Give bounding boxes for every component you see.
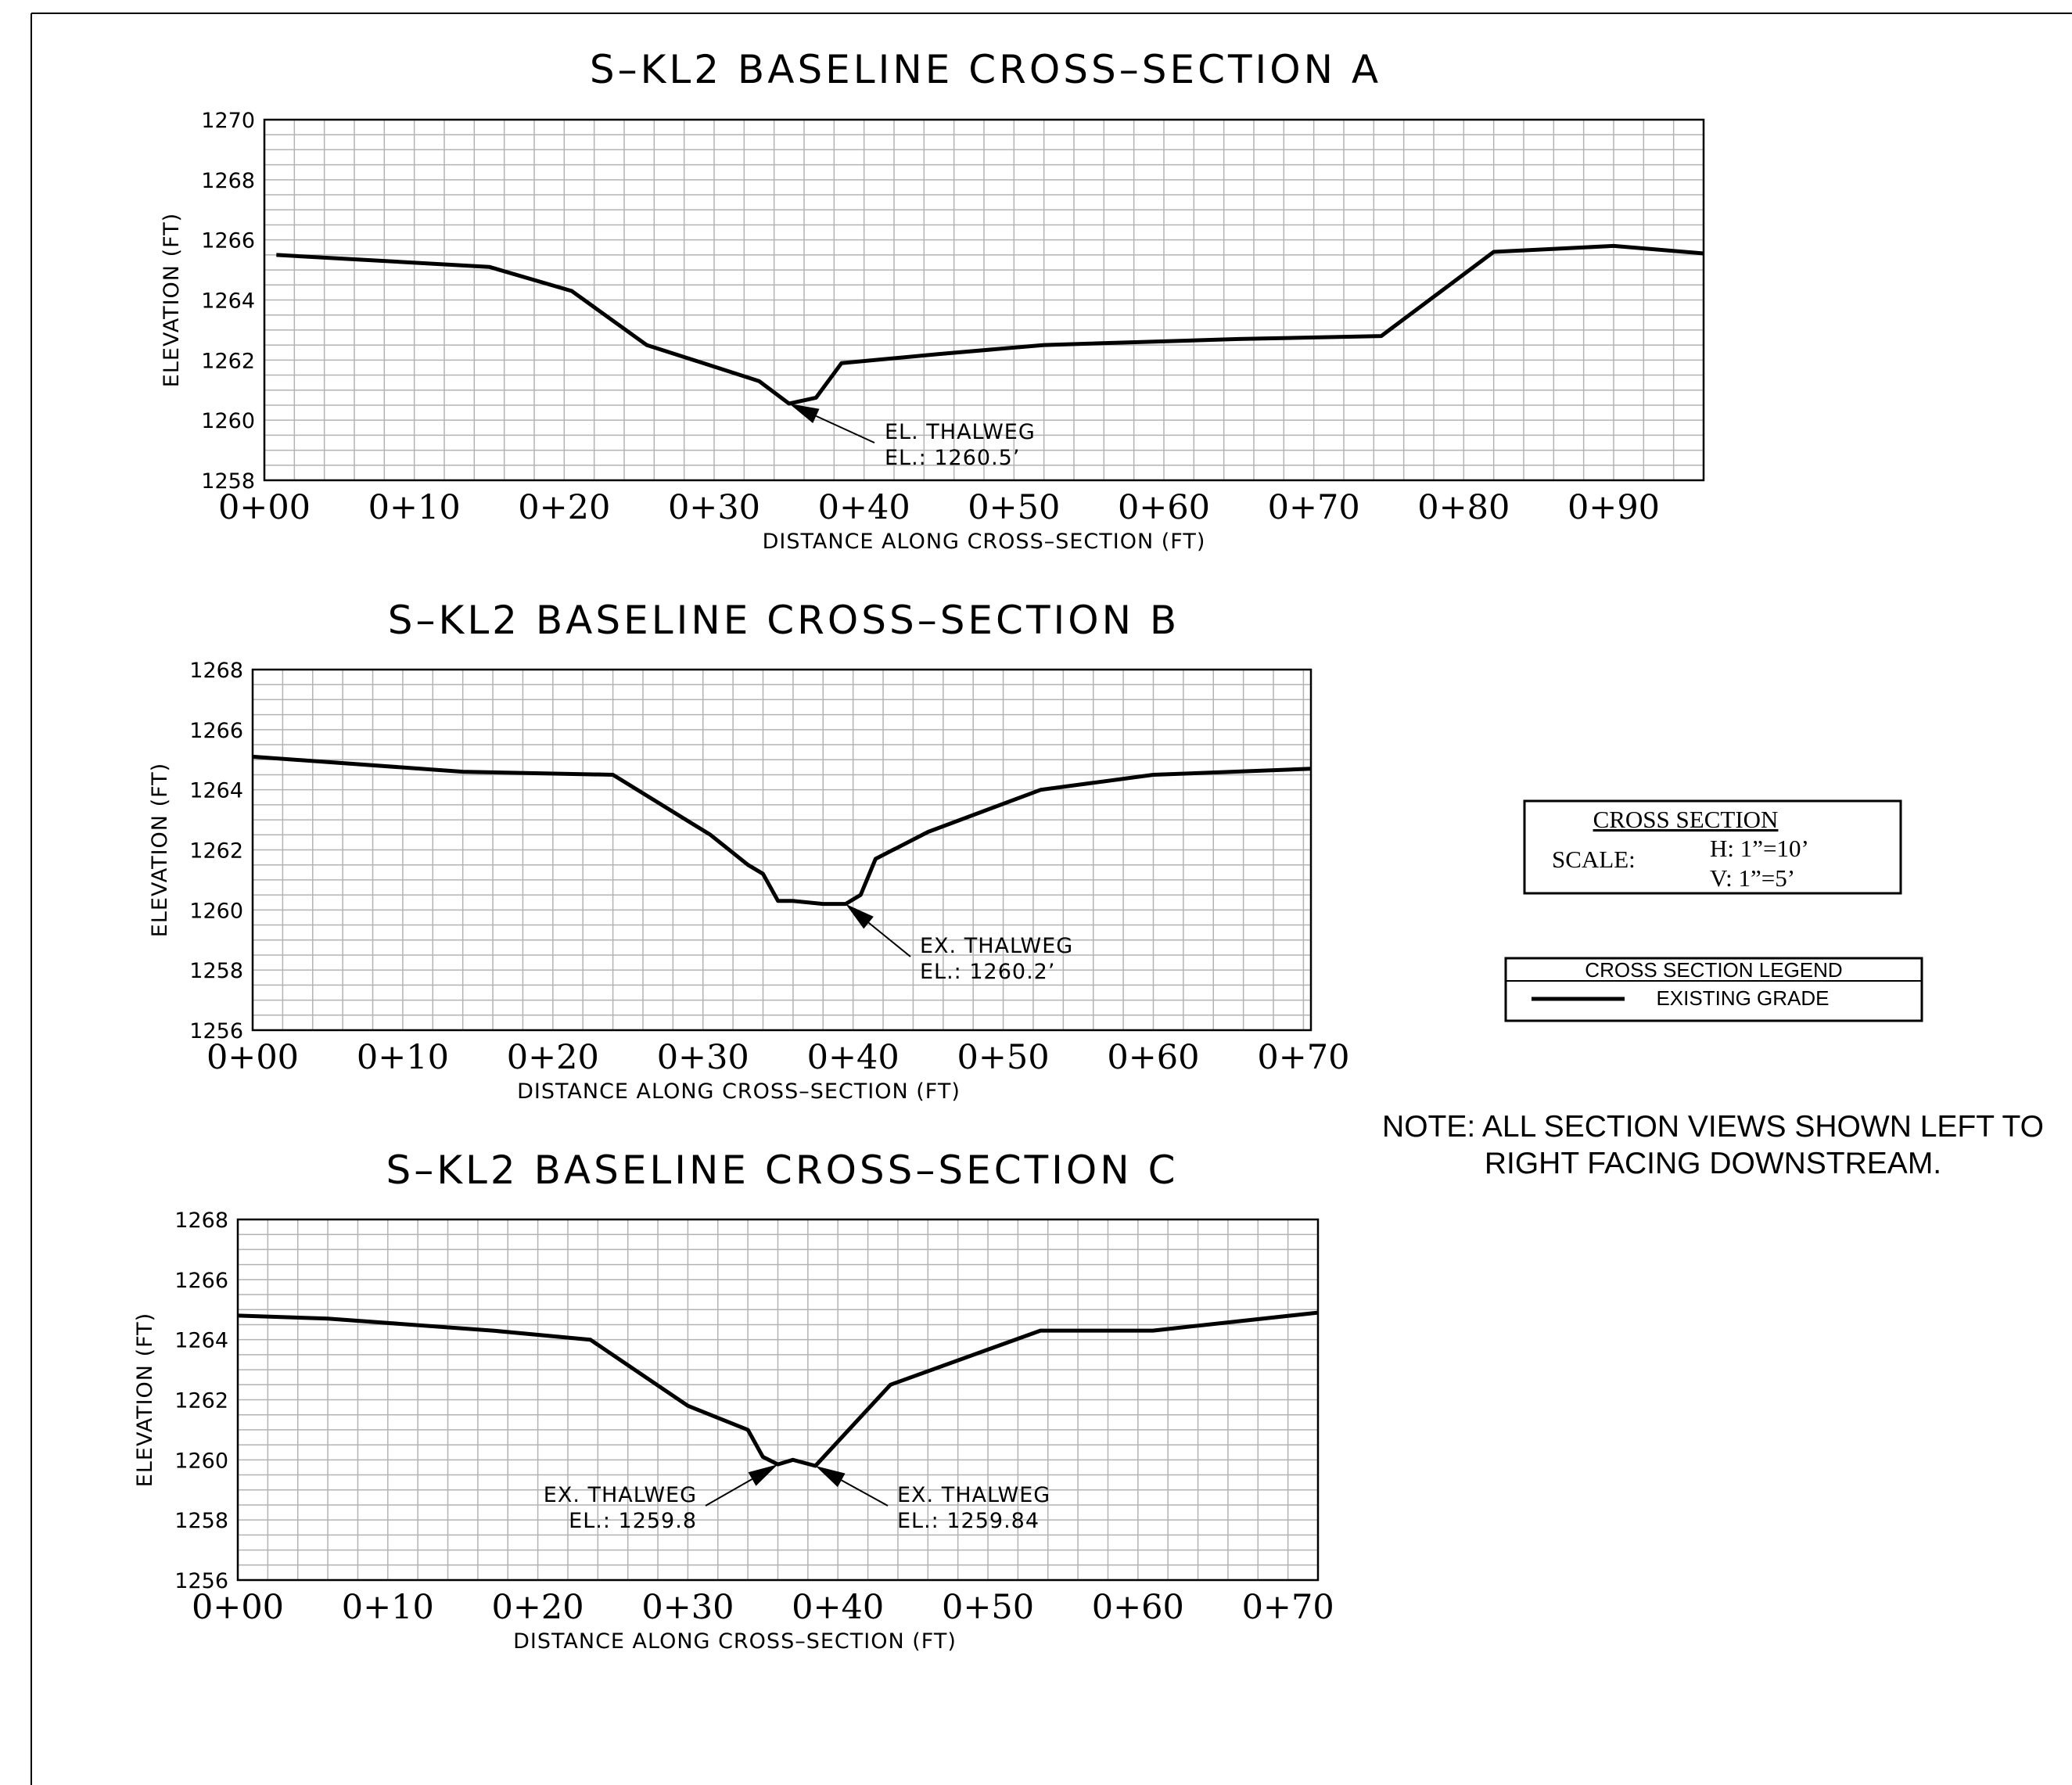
section-c-y-tick-label: 1262: [174, 1389, 228, 1413]
section-b-y-axis-label: ELEVATION (FT): [148, 763, 172, 937]
scale-box-vertical: V: 1”=5’: [1710, 864, 1795, 892]
section-b-x-tick-label: 0+20: [507, 1038, 599, 1077]
section-b-x-tick-label: 0+40: [807, 1038, 900, 1077]
section-c-y-tick-label: 1260: [174, 1449, 228, 1473]
section-a-y-tick-label: 1268: [201, 169, 255, 193]
section-b-x-tick-label: 0+70: [1257, 1038, 1349, 1077]
section-a-x-tick-label: 0+10: [368, 488, 461, 527]
section-b-x-tick-label: 0+30: [657, 1038, 749, 1077]
section-b-x-tick-label: 0+10: [357, 1038, 449, 1077]
section-a-y-tick-label: 1262: [201, 349, 255, 373]
section-c-thalweg-label: EX. THALWEG: [897, 1483, 1050, 1507]
scale-box: CROSS SECTION SCALE: H: 1”=10’ V: 1”=5’: [1523, 799, 1902, 895]
section-b-thalweg-label: EX. THALWEG: [920, 934, 1073, 958]
section-b-existing-grade-line: [252, 754, 1312, 907]
section-c-x-tick-label: 0+30: [641, 1588, 734, 1627]
scale-box-title: CROSS SECTION: [1593, 806, 1779, 833]
legend: CROSS SECTION LEGEND EXISTING GRADE: [1504, 957, 1923, 1022]
section-b-y-tick-label: 1266: [189, 719, 243, 743]
cross-section-c-chart: S–KL2 BASELINE CROSS–SECTION C 1256 1258 12…: [133, 1148, 1334, 1654]
section-a-y-tick-label: 1258: [201, 469, 255, 494]
scale-box-label: SCALE:: [1552, 846, 1636, 873]
section-b-y-tick-label: 1264: [189, 779, 243, 803]
section-a-x-tick-label: 0+50: [968, 488, 1060, 527]
section-c-x-tick-label: 0+00: [192, 1588, 284, 1627]
section-c-thalweg-arrow: [748, 1464, 778, 1486]
section-a-thalweg-label: EL. THALWEG: [885, 420, 1036, 444]
section-b-title: S–KL2 BASELINE CROSS–SECTION B: [388, 598, 1180, 643]
scale-box-frame: [1523, 799, 1902, 895]
legend-frame: [1504, 957, 1923, 1022]
section-b-thalweg-leader: [867, 921, 911, 957]
section-c-y-tick-label: 1264: [174, 1329, 228, 1353]
section-b-thalweg-label: EL.: 1260.2’: [920, 960, 1055, 984]
section-a-x-tick-label: 0+70: [1268, 488, 1360, 527]
section-c-x-tick-label: 0+50: [942, 1588, 1034, 1627]
section-c-thalweg-arrow: [815, 1466, 846, 1488]
section-c-title: S–KL2 BASELINE CROSS–SECTION C: [386, 1148, 1179, 1193]
note: NOTE: ALL SECTION VIEWS SHOWN LEFT TO RI…: [1382, 1110, 2044, 1180]
section-a-x-tick-label: 0+60: [1118, 488, 1210, 527]
section-c-y-tick-label: 1268: [174, 1209, 228, 1233]
section-c-y-tick-label: 1266: [174, 1269, 228, 1293]
note-line-2: RIGHT FACING DOWNSTREAM.: [1485, 1147, 1941, 1180]
section-c-x-tick-label: 0+10: [342, 1588, 434, 1627]
section-b-plot-frame: [251, 668, 1313, 1032]
section-a-thalweg-label: EL.: 1260.5’: [885, 446, 1020, 470]
section-b-y-tick-label: 1256: [189, 1019, 243, 1043]
section-c-y-tick-label: 1258: [174, 1509, 228, 1533]
section-a-x-tick-label: 0+90: [1567, 488, 1660, 527]
section-b-x-tick-label: 0+60: [1107, 1038, 1199, 1077]
section-c-thalweg-leader: [841, 1479, 889, 1507]
cross-section-a-chart: S–KL2 BASELINE CROSS–SECTION A 1258 1260 12…: [160, 47, 1705, 554]
legend-existing-grade-label: EXISTING GRADE: [1656, 986, 1829, 1010]
section-a-x-tick-label: 0+00: [218, 488, 311, 527]
section-a-x-axis-label: DISTANCE ALONG CROSS–SECTION (FT): [763, 530, 1206, 554]
section-a-y-tick-label: 1270: [201, 109, 255, 133]
legend-title: CROSS SECTION LEGEND: [1585, 958, 1842, 982]
section-a-plot-frame: [263, 118, 1705, 482]
section-c-thalweg-label: EL.: 1259.84: [897, 1509, 1040, 1533]
section-a-x-tick-label: 0+30: [668, 488, 760, 527]
section-c-x-tick-label: 0+40: [792, 1588, 884, 1627]
section-b-x-axis-label: DISTANCE ALONG CROSS–SECTION (FT): [517, 1079, 961, 1104]
section-b-y-tick-label: 1258: [189, 959, 243, 983]
section-c-x-axis-label: DISTANCE ALONG CROSS–SECTION (FT): [513, 1629, 957, 1654]
scale-box-horizontal: H: 1”=10’: [1710, 835, 1809, 862]
section-b-x-tick-label: 0+50: [957, 1038, 1050, 1077]
cross-section-b-chart: S–KL2 BASELINE CROSS–SECTION B 1256 1258 12…: [148, 598, 1349, 1104]
section-b-x-tick-label: 0+00: [206, 1038, 299, 1077]
section-c-x-tick-label: 0+70: [1242, 1588, 1334, 1627]
note-line-1: NOTE: ALL SECTION VIEWS SHOWN LEFT TO: [1382, 1110, 2044, 1144]
section-a-thalweg-leader: [815, 415, 875, 444]
section-b-y-tick-label: 1268: [189, 659, 243, 683]
section-c-y-axis-label: ELEVATION (FT): [133, 1313, 157, 1487]
section-b-y-tick-label: 1262: [189, 839, 243, 864]
section-c-thalweg-label: EX. THALWEG: [544, 1483, 697, 1507]
section-c-existing-grade-line: [237, 1310, 1319, 1468]
section-a-x-tick-label: 0+80: [1417, 488, 1510, 527]
section-a-y-tick-label: 1264: [201, 289, 255, 314]
section-a-existing-grade-line: [276, 243, 1704, 406]
section-b-y-tick-label: 1260: [189, 899, 243, 923]
section-a-x-tick-label: 0+40: [818, 488, 910, 527]
section-c-y-tick-label: 1256: [174, 1569, 228, 1593]
section-c-plot-frame: [236, 1218, 1320, 1582]
section-a-thalweg-arrow: [788, 404, 820, 423]
section-c-thalweg-leader: [705, 1478, 753, 1507]
section-a-x-tick-label: 0+20: [518, 488, 610, 527]
section-a-y-axis-label: ELEVATION (FT): [160, 213, 184, 387]
section-c-x-tick-label: 0+20: [492, 1588, 584, 1627]
section-b-thalweg-arrow: [846, 903, 874, 929]
section-a-title: S–KL2 BASELINE CROSS–SECTION A: [590, 47, 1381, 92]
section-a-y-tick-label: 1260: [201, 409, 255, 433]
section-a-y-tick-label: 1266: [201, 229, 255, 253]
section-c-thalweg-label: EL.: 1259.8: [569, 1509, 697, 1533]
section-c-x-tick-label: 0+60: [1092, 1588, 1184, 1627]
